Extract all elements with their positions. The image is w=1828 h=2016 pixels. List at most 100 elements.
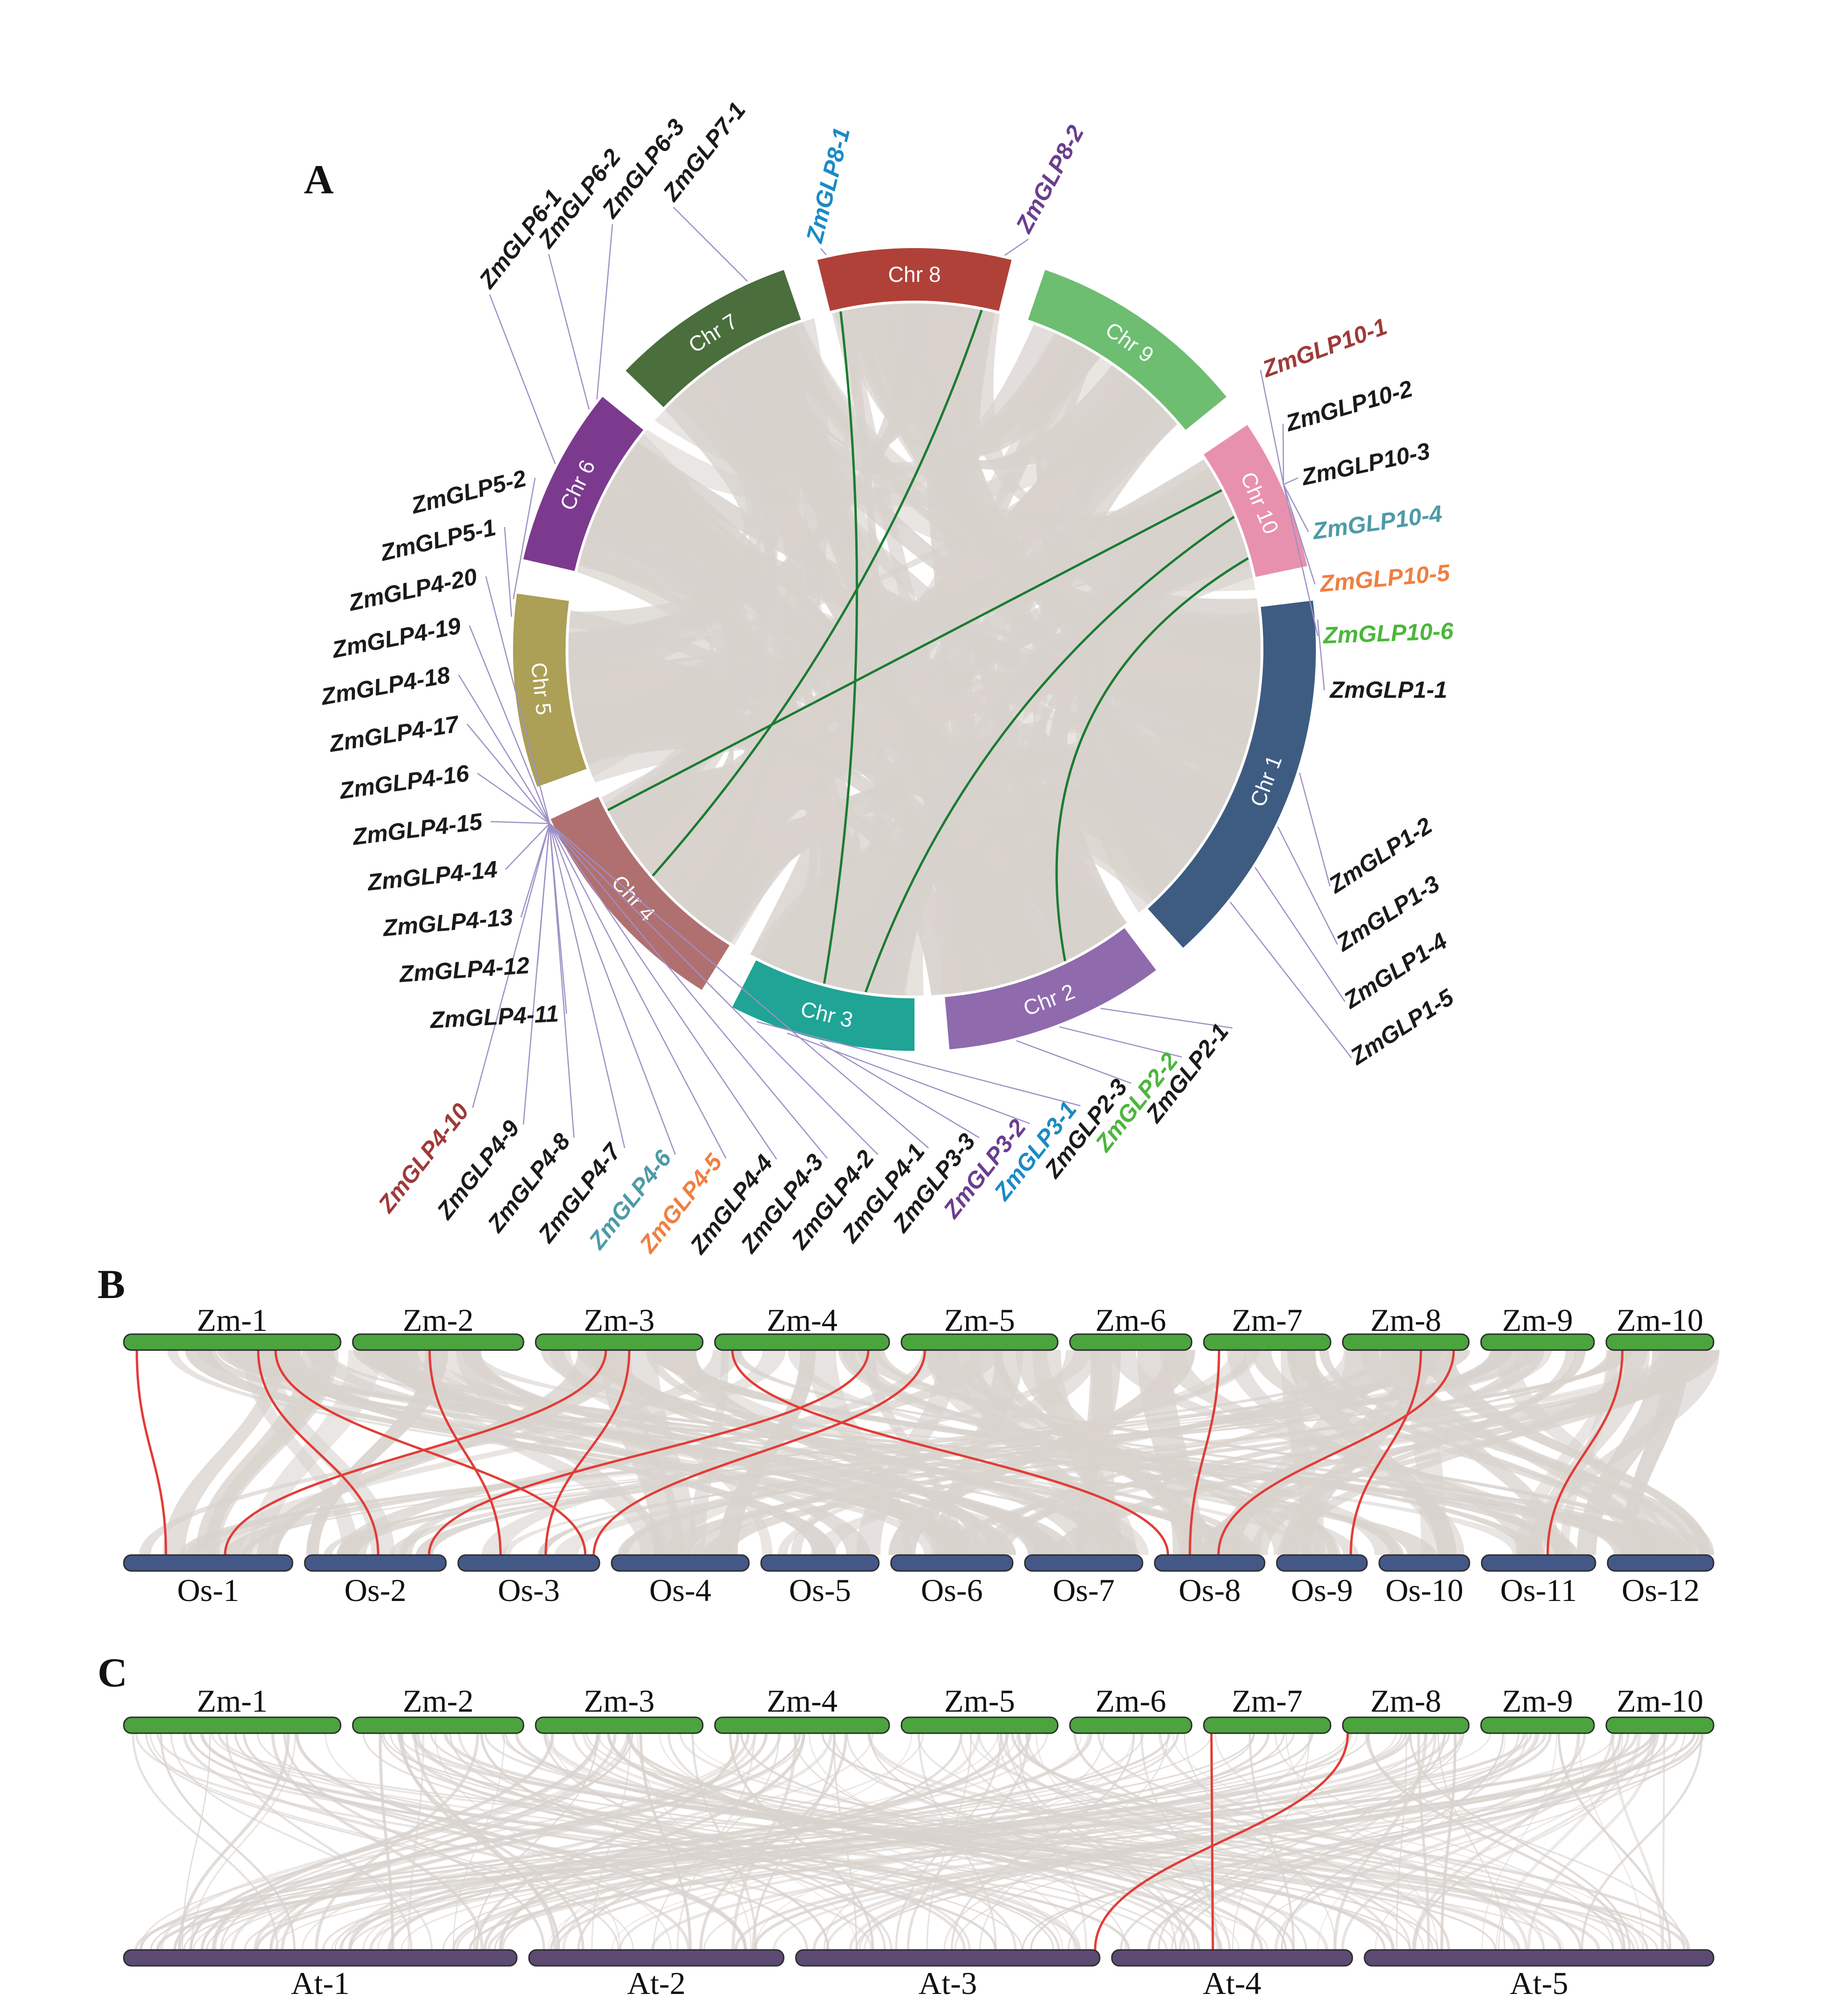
- synteny-strand: [1611, 1733, 1664, 1950]
- circos-ribbon: [585, 524, 1214, 846]
- gene-label-zmglp1-1: ZmGLP1-1: [1329, 677, 1447, 703]
- synteny-strand: [667, 1733, 1017, 1950]
- chromosome-label-zm-1: Zm-1: [197, 1302, 268, 1338]
- zm-10-chromosome-bar: [1605, 1333, 1715, 1351]
- gene-label-zmglp4-19: ZmGLP4-19: [329, 612, 463, 663]
- duplication-link: [823, 311, 858, 984]
- synteny-strand: [607, 1733, 1263, 1950]
- gene-tick-zmglp1-3: [1277, 826, 1338, 945]
- gene-tick-zmglp4-14: [505, 823, 550, 870]
- synteny-ribbon: [186, 1350, 1513, 1555]
- synteny-ribbon: [925, 1350, 1220, 1555]
- chromosome-label-zm-8: Zm-8: [1370, 1683, 1441, 1719]
- zm-10-chromosome-bar: [1605, 1716, 1715, 1734]
- chr-arc-chr-1: [1148, 600, 1316, 948]
- synteny-ribbon: [167, 1350, 944, 1555]
- synteny-strand: [453, 1733, 505, 1950]
- gene-tick-zmglp5-1: [504, 527, 513, 617]
- gene-label-zmglp8-2: ZmGLP8-2: [1010, 121, 1089, 238]
- synteny-strand: [1440, 1733, 1457, 1950]
- circos-ribbon: [628, 334, 1087, 505]
- gene-tick-zmglp6-2: [548, 254, 590, 410]
- synteny-strand: [322, 1733, 1406, 1950]
- synteny-ribbon: [196, 1350, 334, 1555]
- synteny-ribbon: [416, 1350, 1513, 1555]
- synteny-strand: [132, 1733, 279, 1950]
- gene-tick-zmglp1-5: [1230, 901, 1352, 1058]
- synteny-ribbon: [1232, 1350, 1379, 1555]
- zm-8-chromosome-bar: [1342, 1333, 1470, 1351]
- os-6-chromosome-bar: [890, 1554, 1013, 1572]
- synteny-ribbon: [810, 1350, 1552, 1555]
- panel-c-synteny-plot: Zm-1 Zm-2 Zm-3 Zm-4 Zm-5 Zm-6 Zm-7 Zm-8 Zm-9 Zm-1…: [123, 1683, 1715, 2001]
- synteny-strand: [1496, 1733, 1621, 1950]
- synteny-strand: [1281, 1733, 1504, 1950]
- chromosome-label-zm-6: Zm-6: [1095, 1683, 1166, 1719]
- gene-tick-zmglp4-15: [490, 821, 550, 824]
- gene-tick-zmglp10-5: [1283, 484, 1316, 585]
- synteny-ribbon: [384, 1350, 986, 1555]
- synteny-ribbon: [212, 1350, 786, 1555]
- zm-7-chromosome-bar: [1203, 1716, 1331, 1734]
- zm-1-chromosome-bar: [123, 1333, 341, 1351]
- gene-tick-zmglp2-3: [1016, 1040, 1132, 1084]
- gene-label-zmglp4-12: ZmGLP4-12: [398, 952, 530, 987]
- synteny-strand: [734, 1733, 1638, 1950]
- gene-label-zmglp10-6: ZmGLP10-6: [1322, 618, 1454, 649]
- gene-tick-zmglp4-13: [520, 823, 551, 918]
- zm-2-chromosome-bar: [352, 1716, 524, 1734]
- circos-ribbon: [839, 502, 1248, 995]
- synteny-ribbon: [787, 1350, 1319, 1555]
- os-12-chromosome-bar: [1607, 1554, 1715, 1572]
- synteny-ribbon: [353, 1350, 1533, 1555]
- synteny-ribbon: [841, 1350, 1400, 1555]
- circos-ribbon: [937, 304, 1073, 451]
- circos-ribbon: [613, 788, 981, 996]
- synteny-ribbon: [228, 1350, 1254, 1555]
- chromosome-label-os-11: Os-11: [1500, 1572, 1577, 1608]
- synteny-strand: [397, 1733, 966, 1950]
- at-3-chromosome-bar: [795, 1949, 1101, 1967]
- chromosome-label-os-9: Os-9: [1291, 1572, 1353, 1608]
- gene-tick-zmglp4-18: [458, 674, 550, 824]
- chromosome-label-at-2: At-2: [627, 1965, 686, 2001]
- synteny-strand: [1437, 1733, 1505, 1950]
- chromosome-label-zm-6: Zm-6: [1095, 1302, 1166, 1338]
- synteny-strand: [1097, 1733, 1624, 1950]
- gene-tick-zmglp2-1: [1100, 1008, 1233, 1029]
- synteny-ribbon: [926, 1350, 1125, 1555]
- os-3-chromosome-bar: [457, 1554, 600, 1572]
- zm-9-chromosome-bar: [1480, 1333, 1595, 1351]
- chromosome-label-zm-9: Zm-9: [1502, 1302, 1573, 1338]
- ortholog-highlight-link: [274, 1350, 587, 1555]
- zm-1-chromosome-bar: [123, 1716, 341, 1734]
- chr-arc-chr-4: [551, 797, 730, 990]
- gene-tick-zmglp1-1: [1317, 619, 1325, 691]
- synteny-strand: [280, 1733, 617, 1950]
- chromosome-label-zm-10: Zm-10: [1616, 1683, 1703, 1719]
- gene-label-zmglp4-13: ZmGLP4-13: [381, 904, 514, 941]
- gene-label-zmglp8-1: ZmGLP8-1: [801, 125, 855, 246]
- synteny-strand: [1119, 1733, 1630, 1950]
- synteny-strand: [867, 1733, 1424, 1950]
- zm-5-chromosome-bar: [900, 1716, 1058, 1734]
- synteny-strand: [1365, 1733, 1685, 1950]
- gene-tick-zmglp3-2: [787, 1032, 1030, 1125]
- ortholog-highlight-link: [1188, 1350, 1220, 1555]
- ortholog-highlight-link: [731, 1350, 1169, 1555]
- ortholog-highlight-link: [1349, 1350, 1422, 1555]
- chr-arc-chr-8: [817, 248, 1012, 311]
- circos-ribbon: [861, 304, 1146, 470]
- gene-label-zmglp4-20: ZmGLP4-20: [346, 563, 480, 616]
- gene-tick-zmglp8-1: [820, 248, 827, 256]
- gene-tick-zmglp10-3: [1283, 477, 1299, 485]
- os-2-chromosome-bar: [304, 1554, 447, 1572]
- chr-arc-chr-2: [944, 928, 1156, 1050]
- synteny-ribbon: [139, 1350, 742, 1555]
- gene-tick-zmglp4-3: [549, 823, 828, 1159]
- gene-tick-zmglp6-1: [489, 294, 556, 465]
- synteny-ribbon: [577, 1350, 1404, 1555]
- synteny-strand: [271, 1733, 484, 1950]
- synteny-ribbon: [1249, 1350, 1577, 1555]
- zm-9-chromosome-bar: [1480, 1716, 1595, 1734]
